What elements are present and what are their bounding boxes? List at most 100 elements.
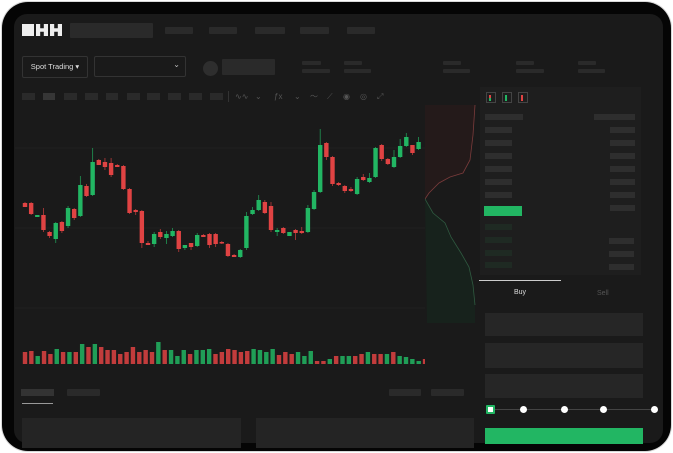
slider-stop-25[interactable] [520,406,527,413]
volume-bar [295,352,301,364]
candlestick-chart[interactable] [15,105,425,370]
spot-trading-button[interactable]: Spot Trading ▾ [22,56,88,78]
buy-button[interactable] [485,428,643,444]
fullscreen-icon[interactable]: ⤢ [377,92,384,101]
candle-body [385,159,391,164]
candle-body [342,186,347,191]
tab-sell[interactable]: Sell [597,290,609,297]
nav-item[interactable] [165,27,193,34]
pair-selector[interactable]: ⌄ [94,56,186,77]
volume-bar [29,351,34,364]
candle-body [108,163,114,175]
volume-bar [35,356,40,364]
candle-body [213,234,218,244]
stat-label [516,61,534,65]
slider-stop-75[interactable] [600,406,607,413]
candle-body [170,231,175,236]
logo-block [22,24,34,36]
candle-body [151,234,157,244]
timeframe-button[interactable] [85,93,98,100]
settings-icon[interactable]: ◎ [360,92,367,101]
volume-bar [257,350,263,364]
line-icon[interactable]: 〜 [310,92,318,101]
candle-body [182,245,188,248]
candle-body [238,250,243,257]
timeframe-button[interactable] [147,93,160,100]
timeframe-button[interactable] [168,93,181,100]
book-both-icon[interactable] [486,92,496,103]
nav-item[interactable] [209,27,237,34]
volume-bar [22,352,28,364]
search-placeholder[interactable] [70,23,153,38]
timeframe-button[interactable] [189,93,202,100]
bottom-action[interactable] [389,389,421,396]
bottom-tab[interactable] [67,389,100,396]
volume-bar [384,354,390,364]
volume-bar [422,359,425,364]
slider-stop-50[interactable] [561,406,568,413]
bid-price [485,224,512,230]
volume-bar [359,354,364,364]
camera-icon[interactable]: ◉ [343,92,350,101]
stat-value [302,69,330,73]
indicator-icon[interactable]: ∿∿ [235,92,249,101]
candle-body [90,162,95,195]
stat-value [344,69,371,73]
tab-buy[interactable]: Buy [514,289,527,296]
timeframe-button[interactable] [22,93,35,100]
volume-bar [378,354,383,364]
candle-body [84,186,89,196]
bottom-panel-right [256,418,474,448]
volume-bar [200,350,205,364]
last-price-badge [484,206,522,216]
book-bids-icon[interactable] [502,92,512,103]
slider-stop-100[interactable] [651,406,658,413]
slider-stop-0[interactable] [486,405,495,414]
timeframe-button-active[interactable] [43,93,55,100]
amount-input[interactable] [485,343,643,368]
candle-body [244,216,249,248]
total-input[interactable] [485,374,643,398]
volume-bar [181,350,186,364]
nav-item[interactable] [347,27,375,34]
amount-slider[interactable] [490,409,655,410]
check-icon[interactable]: ⌄ [294,92,301,101]
okx-logo[interactable] [22,24,62,36]
ruler-icon[interactable]: ⟋ [327,92,333,101]
price-input[interactable] [485,313,643,336]
timeframe-button[interactable] [106,93,118,100]
candle-body [354,179,360,194]
nav-item[interactable] [255,27,285,34]
candle-body [373,148,378,177]
stat-label [302,61,321,65]
volume-bar [79,344,85,364]
candle-body [404,137,409,146]
volume-bar [137,352,142,364]
volume-bar [54,349,59,364]
volume-bar [124,352,129,364]
candle-body [336,183,341,185]
ask-price [485,192,512,198]
candle-body [47,232,52,236]
volume-bar [321,361,326,364]
chart-type-icon[interactable]: ⌄ [255,92,262,101]
bottom-action[interactable] [431,389,464,396]
volume-bar [251,349,256,364]
book-asks-icon[interactable] [518,92,528,103]
logo-block [50,24,62,36]
bottom-tab-active[interactable] [21,389,54,396]
pair-name-placeholder [222,59,275,75]
timeframe-button[interactable] [127,93,140,100]
fx-icon[interactable]: ƒx [274,92,283,101]
timeframe-button[interactable] [210,93,223,100]
order-book-header-price [485,114,523,120]
bid-price [485,250,512,256]
bid-price [485,262,512,268]
nav-item[interactable] [300,27,329,34]
candle-body [164,234,169,238]
candle-body [102,162,108,167]
logo-block [36,24,48,36]
candle-body [391,157,397,167]
candle-body [207,234,212,245]
timeframe-button[interactable] [64,93,77,100]
